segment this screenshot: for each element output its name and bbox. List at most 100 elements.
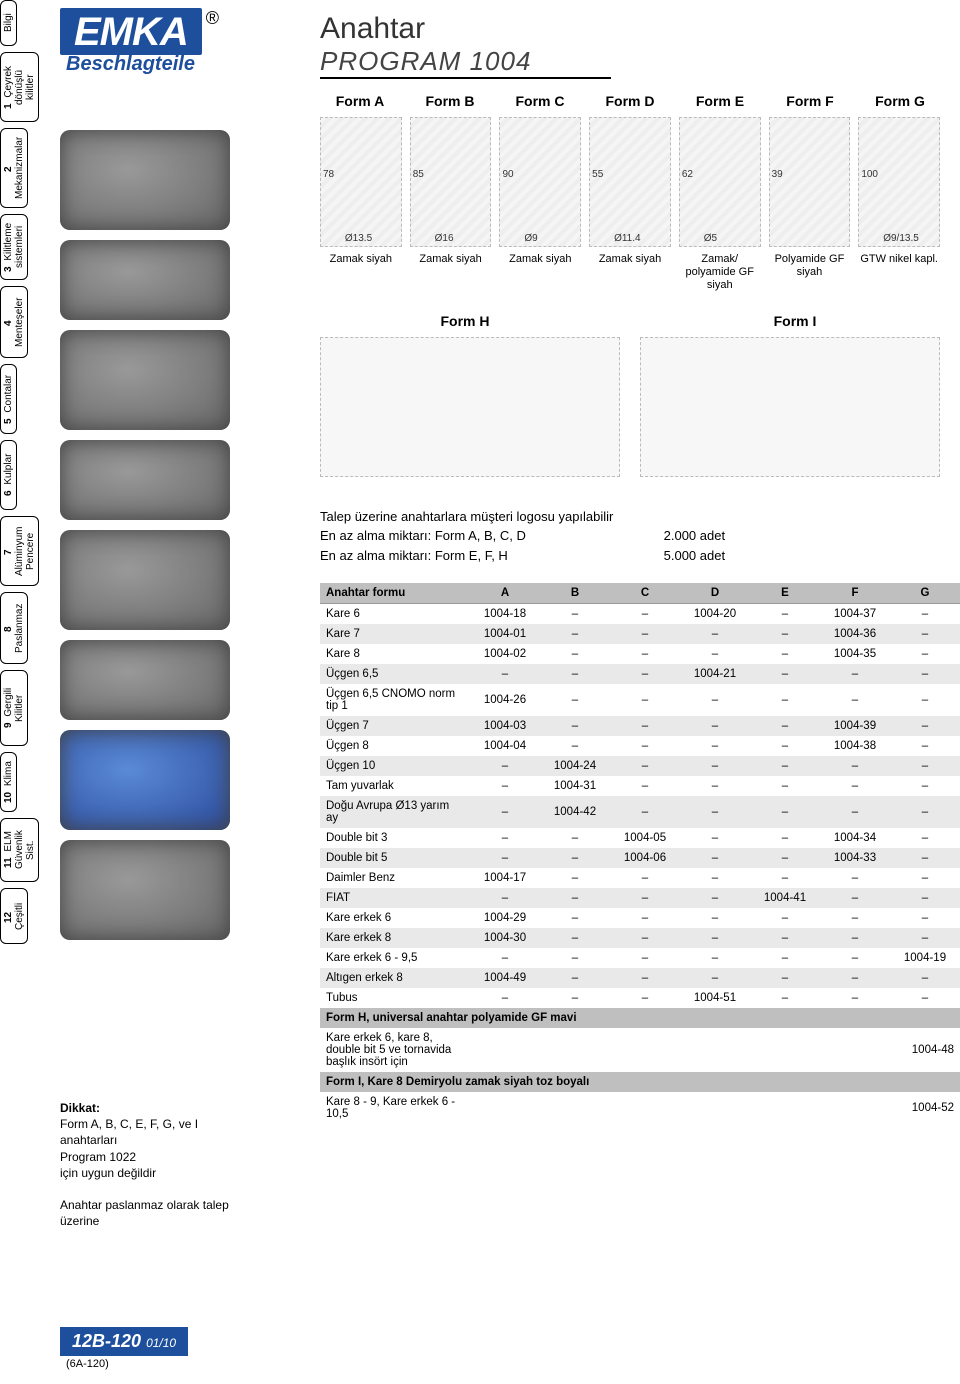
table-cell: – <box>680 624 750 644</box>
info-qty-value: 5.000 adet <box>664 548 725 563</box>
table-cell <box>610 1092 680 1124</box>
table-cell: – <box>890 716 960 736</box>
table-cell: – <box>470 828 540 848</box>
side-tab[interactable]: 7 Alüminyum Pencere <box>0 516 39 586</box>
table-cell: – <box>750 908 820 928</box>
table-cell: – <box>890 776 960 796</box>
table-cell: Kare erkek 8 <box>320 928 470 948</box>
table-header-cell: C <box>610 583 680 604</box>
table-row: Kare erkek 6 - 9,5––––––1004-19 <box>320 948 960 968</box>
table-cell: Kare erkek 6, kare 8, double bit 5 ve to… <box>320 1028 470 1072</box>
table-header-cell: Anahtar formu <box>320 583 470 604</box>
table-cell: – <box>750 796 820 828</box>
table-header-cell: G <box>890 583 960 604</box>
dimension-height: 85 <box>413 169 424 180</box>
side-tab[interactable]: 3 Kilitleme sistemleri <box>0 214 28 280</box>
table-cell: – <box>470 948 540 968</box>
table-cell: – <box>680 868 750 888</box>
table-cell: – <box>680 948 750 968</box>
table-cell: – <box>750 968 820 988</box>
note-title: Dikkat: <box>60 1101 100 1115</box>
side-tab[interactable]: Bilgi <box>0 0 17 46</box>
table-cell: – <box>680 796 750 828</box>
table-cell <box>470 1028 540 1072</box>
side-tabs: Bilgi 1 Çeyrek dönüşlü kilitler 2 Mekanizm… <box>0 0 44 950</box>
table-row: Üçgen 71004-03––––1004-39– <box>320 716 960 736</box>
table-cell: – <box>680 828 750 848</box>
table-cell: 1004-19 <box>890 948 960 968</box>
side-tab[interactable]: 11 ELM Güvenlik Sist. <box>0 818 39 882</box>
form-h-label: Form H <box>320 313 610 329</box>
table-cell: 1004-37 <box>820 604 890 625</box>
side-tab[interactable]: 8 Paslanmaz <box>0 592 28 664</box>
title-block: Anahtar PROGRAM 1004 <box>320 8 940 79</box>
table-cell: Altıgen erkek 8 <box>320 968 470 988</box>
table-cell: – <box>680 716 750 736</box>
table-cell: FIAT <box>320 888 470 908</box>
table-cell: 1004-34 <box>820 828 890 848</box>
table-cell: – <box>540 604 610 625</box>
table-cell: Üçgen 8 <box>320 736 470 756</box>
key-photo <box>60 530 230 630</box>
table-cell: 1004-39 <box>820 716 890 736</box>
table-cell: Kare erkek 6 - 9,5 <box>320 948 470 968</box>
table-cell: – <box>890 828 960 848</box>
side-tab[interactable]: 10 Klima <box>0 752 17 812</box>
side-tab[interactable]: 12 Çeşitli <box>0 888 28 944</box>
side-tab[interactable]: 6 Kulplar <box>0 440 17 510</box>
table-cell <box>820 1092 890 1124</box>
table-cell: – <box>890 908 960 928</box>
side-tab[interactable]: 2 Mekanizmalar <box>0 128 28 208</box>
table-cell: Daimler Benz <box>320 868 470 888</box>
table-cell: 1004-36 <box>820 624 890 644</box>
table-cell: Doğu Avrupa Ø13 yarım ay <box>320 796 470 828</box>
table-cell: – <box>890 684 960 716</box>
table-cell: – <box>750 868 820 888</box>
table-cell: – <box>890 928 960 948</box>
table-cell: 1004-48 <box>890 1028 960 1072</box>
table-cell: – <box>610 716 680 736</box>
table-cell: 1004-30 <box>470 928 540 948</box>
side-tab[interactable]: 5 Contalar <box>0 364 17 434</box>
table-cell: – <box>540 624 610 644</box>
table-header-cell: D <box>680 583 750 604</box>
table-cell: – <box>610 928 680 948</box>
page-code-main: 12B-120 <box>72 1331 141 1351</box>
table-cell: 1004-29 <box>470 908 540 928</box>
table-cell: Tubus <box>320 988 470 1008</box>
table-cell: – <box>890 664 960 684</box>
table-cell: – <box>610 664 680 684</box>
table-row: Altıgen erkek 81004-49–––––– <box>320 968 960 988</box>
key-photo-blue <box>60 730 230 830</box>
material-label: GTW nikel kapl. <box>858 253 940 293</box>
table-row: Tubus–––1004-51––– <box>320 988 960 1008</box>
table-cell: – <box>680 776 750 796</box>
table-cell: – <box>820 888 890 908</box>
side-tab[interactable]: 1 Çeyrek dönüşlü kilitler <box>0 52 39 122</box>
dimension-height: 55 <box>592 169 603 180</box>
side-tab[interactable]: 4 Menteşeler <box>0 286 28 358</box>
table-cell: – <box>750 604 820 625</box>
info-text: Talep üzerine anahtarlara müşteri logosu… <box>320 507 940 566</box>
product-table-wrap: Anahtar formuABCDEFG Kare 61004-18––1004… <box>320 583 940 1124</box>
table-cell: – <box>890 868 960 888</box>
table-header-cell: A <box>470 583 540 604</box>
material-label: Zamak siyah <box>410 253 492 293</box>
table-cell: Üçgen 7 <box>320 716 470 736</box>
table-cell: – <box>610 604 680 625</box>
table-cell: – <box>750 716 820 736</box>
page-code: 12B-120 01/10 <box>60 1327 188 1356</box>
title-line-2: PROGRAM 1004 <box>320 46 611 79</box>
table-cell: – <box>540 888 610 908</box>
table-cell: – <box>680 736 750 756</box>
form-drawing: 100Ø9/13.5 <box>858 117 940 247</box>
table-cell: – <box>680 968 750 988</box>
form-label: Form D <box>590 93 670 109</box>
side-tab[interactable]: 9 Gergili Kilitler <box>0 670 28 746</box>
table-header-cell: F <box>820 583 890 604</box>
table-cell: 1004-38 <box>820 736 890 756</box>
table-cell: – <box>890 756 960 776</box>
table-cell: Double bit 5 <box>320 848 470 868</box>
table-cell: – <box>750 644 820 664</box>
table-cell: – <box>610 624 680 644</box>
